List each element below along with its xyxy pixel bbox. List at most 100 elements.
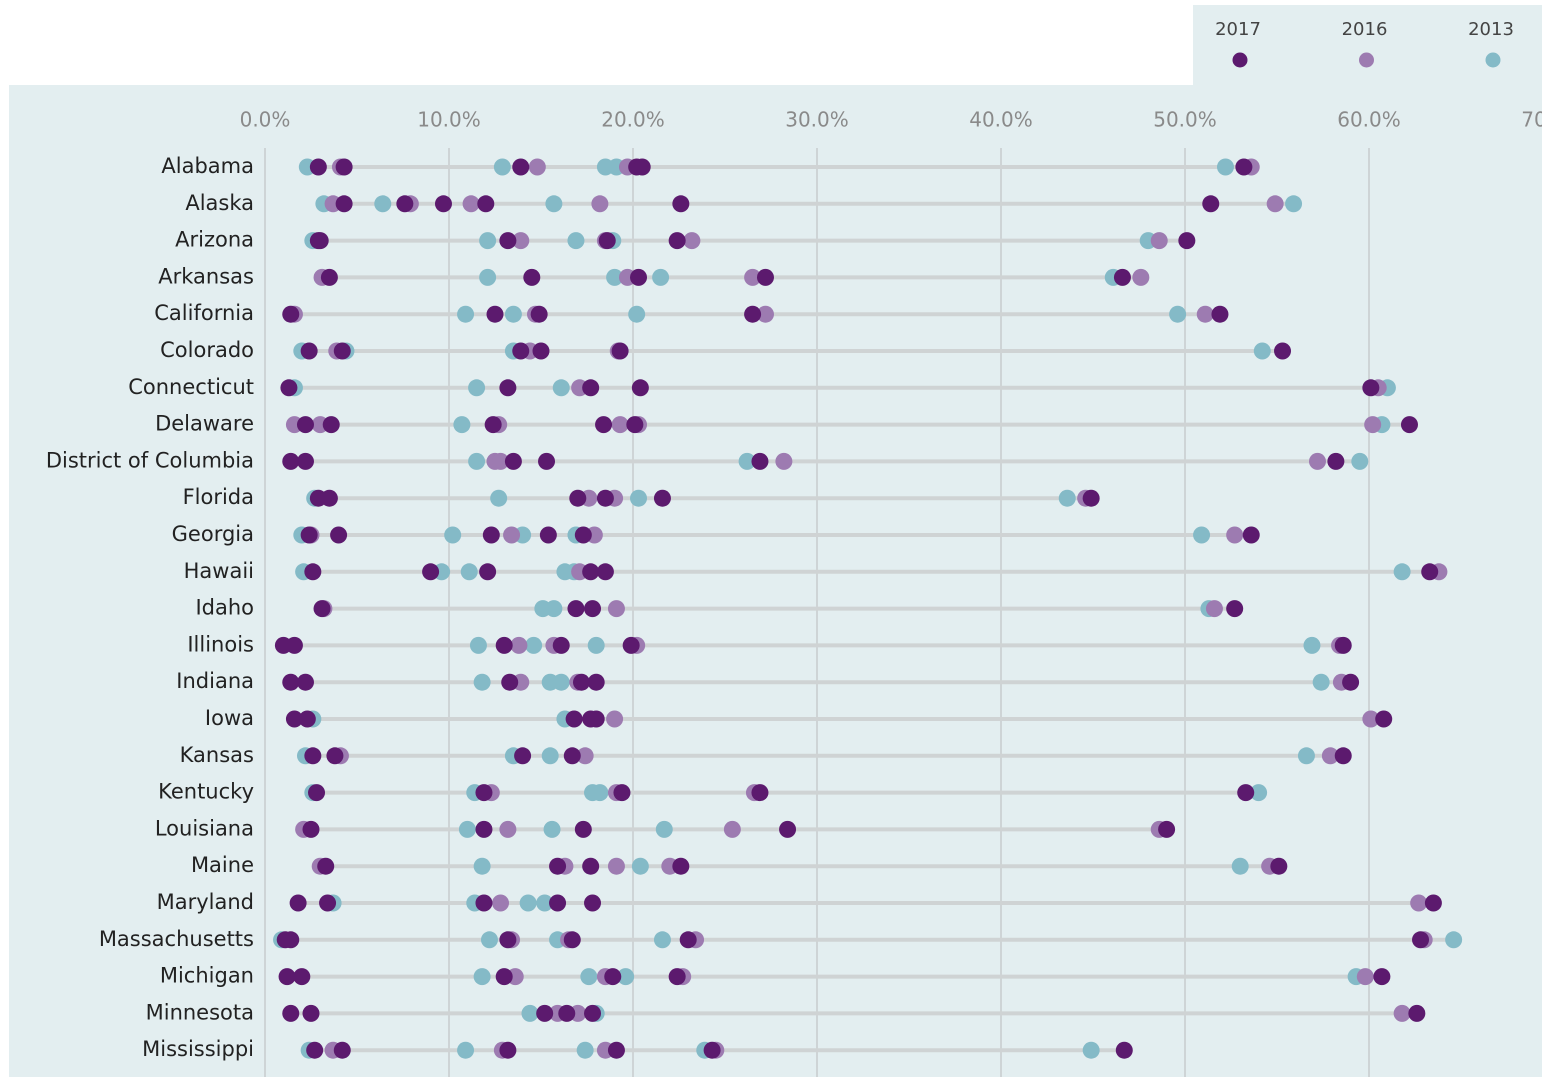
dot	[1297, 747, 1315, 765]
dot	[567, 600, 585, 618]
dot	[596, 489, 614, 507]
dot	[475, 820, 493, 838]
legend-label: 2017	[1215, 19, 1261, 40]
dot	[1270, 857, 1288, 875]
y-tick-label: Georgia	[172, 522, 254, 546]
dot	[493, 158, 511, 176]
dot	[626, 416, 644, 434]
dot	[434, 195, 452, 213]
dot	[652, 268, 670, 286]
dot	[587, 673, 605, 691]
dot	[282, 673, 300, 691]
dot	[1308, 452, 1326, 470]
dot	[545, 195, 563, 213]
dot	[672, 195, 690, 213]
dot	[282, 305, 300, 323]
dot	[536, 1004, 554, 1022]
dot	[536, 894, 554, 912]
y-tick-label: Massachusetts	[99, 927, 254, 951]
dot	[1158, 820, 1176, 838]
dot	[1058, 489, 1076, 507]
dot	[596, 563, 614, 581]
dot	[1226, 526, 1244, 544]
dot	[607, 600, 625, 618]
dot	[587, 636, 605, 654]
dot	[503, 526, 521, 544]
dot	[528, 158, 546, 176]
dot	[462, 195, 480, 213]
dot	[565, 710, 583, 728]
dot	[311, 232, 329, 250]
dot	[1408, 1004, 1426, 1022]
dot	[617, 968, 635, 986]
dot	[631, 857, 649, 875]
dot	[1410, 894, 1428, 912]
dot	[278, 968, 296, 986]
dot	[499, 232, 517, 250]
dot	[333, 342, 351, 360]
dot	[611, 342, 629, 360]
dot	[499, 820, 517, 838]
dot	[285, 636, 303, 654]
dot	[486, 305, 504, 323]
dot	[1375, 710, 1393, 728]
dot	[495, 636, 513, 654]
dot	[512, 158, 530, 176]
dot	[1364, 416, 1382, 434]
y-tick-label: Connecticut	[128, 375, 254, 399]
dot	[304, 563, 322, 581]
dot	[422, 563, 440, 581]
dot	[499, 379, 517, 397]
dot	[582, 379, 600, 397]
dot	[668, 968, 686, 986]
dot	[751, 784, 769, 802]
dot	[622, 636, 640, 654]
y-tick-label: Delaware	[155, 412, 254, 436]
dot	[499, 931, 517, 949]
y-tick-label: Hawaii	[184, 559, 254, 583]
dot	[679, 931, 697, 949]
dot	[519, 894, 537, 912]
y-tick-label: District of Columbia	[46, 448, 254, 472]
dot	[285, 710, 303, 728]
x-tick-label: 20.0%	[601, 108, 665, 132]
dot	[1362, 379, 1380, 397]
dot	[1412, 931, 1430, 949]
dot	[317, 857, 335, 875]
dot	[1274, 342, 1292, 360]
dot	[475, 784, 493, 802]
dot	[530, 305, 548, 323]
legend-swatch	[1232, 52, 1248, 68]
dot	[289, 894, 307, 912]
dot	[468, 379, 486, 397]
dot	[504, 452, 522, 470]
dot	[1393, 1004, 1411, 1022]
dot	[1242, 526, 1260, 544]
y-tick-label: Kentucky	[158, 780, 254, 804]
dot	[479, 563, 497, 581]
dot	[572, 673, 590, 691]
dot	[545, 600, 563, 618]
dot	[1202, 195, 1220, 213]
dot	[598, 232, 616, 250]
dot	[631, 379, 649, 397]
dot	[751, 452, 769, 470]
dot	[549, 894, 567, 912]
x-tick-label: 0.0%	[240, 108, 291, 132]
dot	[490, 489, 508, 507]
dot	[630, 489, 648, 507]
dot	[1237, 784, 1255, 802]
dot	[1285, 195, 1303, 213]
dot	[1150, 232, 1168, 250]
dot	[322, 416, 340, 434]
dot	[480, 931, 498, 949]
dot	[1327, 452, 1345, 470]
dot	[744, 268, 762, 286]
dot	[468, 452, 486, 470]
dot	[668, 232, 686, 250]
x-tick-label: 10.0%	[417, 108, 481, 132]
dot	[538, 452, 556, 470]
dot	[756, 305, 774, 323]
dot	[300, 526, 318, 544]
